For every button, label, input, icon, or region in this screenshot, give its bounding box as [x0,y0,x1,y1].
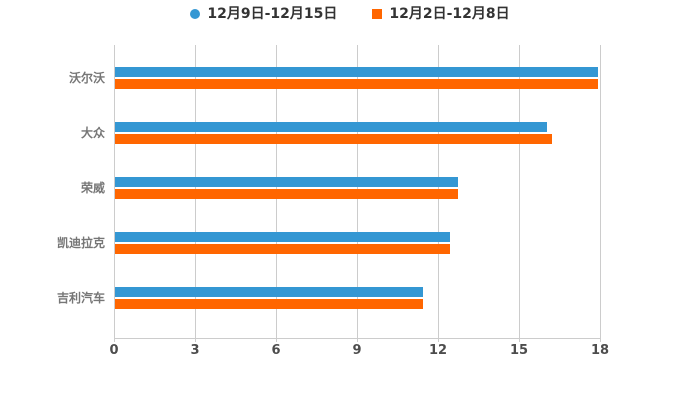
x-axis-line [114,338,600,339]
bar-series1-cat3[interactable] [115,177,458,187]
x-axis-tick [519,338,520,342]
bar-series1-cat5[interactable] [115,287,423,297]
x-axis-tick [195,338,196,342]
x-axis-tick [276,338,277,342]
x-tick-label: 0 [109,343,119,358]
gridline [600,45,601,338]
x-axis-tick [600,338,601,342]
category-label: 荣威 [80,181,105,195]
bar-series2-cat5[interactable] [115,299,423,309]
category-label: 大众 [80,126,105,140]
bar-series2-cat2[interactable] [115,134,553,144]
bar-series2-cat3[interactable] [115,189,458,199]
x-tick-label: 3 [190,343,200,358]
legend-item-week1[interactable]: 12月2日-12月8日 [372,5,510,23]
category-label: 吉利汽车 [56,291,105,305]
legend-item-week2[interactable]: 12月9日-12月15日 [190,5,337,23]
series2-square-marker-icon [372,9,383,19]
series1-circle-marker-icon [190,9,201,19]
x-axis-tick [114,338,115,342]
bar-series1-cat2[interactable] [115,122,547,132]
bar-series2-cat1[interactable] [115,79,599,89]
legend: 12月9日-12月15日 12月2日-12月8日 [0,5,700,23]
legend-label-week1: 12月2日-12月8日 [389,6,510,22]
bar-series1-cat1[interactable] [115,67,599,77]
x-tick-label: 12 [428,343,448,358]
x-tick-label: 6 [271,343,281,358]
legend-label-week2: 12月9日-12月15日 [207,6,338,22]
x-axis-tick [357,338,358,342]
x-tick-label: 15 [509,343,529,358]
x-axis-tick [438,338,439,342]
bar-series2-cat4[interactable] [115,244,450,254]
bar-series1-cat4[interactable] [115,232,450,242]
category-label: 沃尔沃 [68,71,105,85]
x-tick-label: 18 [590,343,610,358]
category-label: 凯迪拉克 [56,236,105,250]
gridline [519,45,520,338]
y-axis-line [114,45,115,338]
x-tick-label: 9 [352,343,362,358]
